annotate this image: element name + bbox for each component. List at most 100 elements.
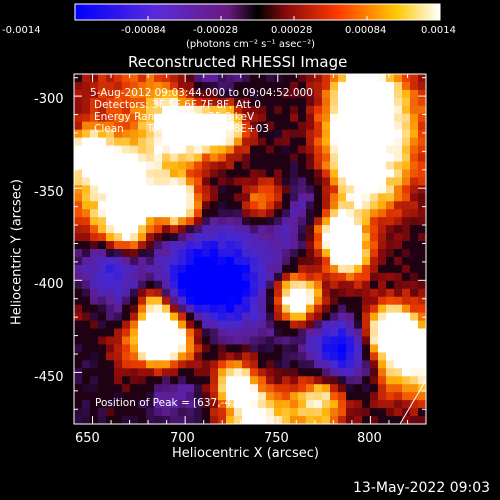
heatmap-cell	[194, 416, 203, 424]
heatmap-cell	[394, 209, 403, 218]
heatmap-cell	[194, 177, 203, 186]
heatmap-cell	[242, 384, 251, 393]
heatmap-cell	[194, 368, 203, 377]
heatmap-cell	[394, 169, 403, 179]
heatmap-cell	[162, 384, 171, 393]
heatmap-cell	[122, 177, 131, 186]
heatmap-cell	[394, 264, 403, 274]
heatmap-cell	[154, 81, 163, 91]
heatmap-cell	[234, 121, 243, 131]
heatmap-cell	[74, 288, 83, 298]
heatmap-cell	[298, 145, 307, 155]
heatmap-cell	[314, 185, 323, 194]
heatmap-cell	[322, 384, 331, 393]
heatmap-cell	[130, 392, 139, 401]
heatmap-cell	[186, 264, 195, 274]
heatmap-cell	[162, 376, 171, 385]
heatmap-cell	[114, 384, 123, 393]
heatmap-cell	[346, 256, 355, 266]
heatmap-cell	[194, 105, 203, 115]
heatmap-cell	[98, 384, 107, 393]
heatmap-cell	[330, 153, 339, 163]
heatmap-cell	[258, 256, 267, 266]
heatmap-cell	[154, 241, 163, 250]
heatmap-cell	[298, 89, 307, 99]
heatmap-cell	[386, 400, 395, 409]
heatmap-cell	[242, 105, 251, 115]
heatmap-cell	[378, 376, 387, 385]
heatmap-cell	[162, 280, 171, 290]
heatmap-cell	[402, 169, 411, 179]
heatmap-cell	[362, 392, 371, 401]
heatmap-cell	[154, 217, 163, 226]
heatmap-cell	[130, 384, 139, 393]
heatmap-cell	[122, 416, 131, 424]
heatmap-cell	[418, 201, 426, 210]
heatmap-cell	[362, 280, 371, 290]
heatmap-cell	[402, 336, 411, 346]
heatmap-cell	[378, 89, 387, 99]
heatmap-cell	[162, 145, 171, 155]
heatmap-cell	[202, 177, 211, 186]
heatmap-cell	[210, 408, 219, 417]
heatmap-cell	[306, 121, 315, 131]
heatmap-cell	[274, 408, 283, 417]
heatmap-cell	[354, 129, 363, 139]
heatmap-cell	[290, 352, 299, 361]
heatmap-cell	[162, 161, 171, 171]
heatmap-cell	[170, 89, 179, 99]
heatmap-cell	[154, 129, 163, 139]
heatmap-cell	[386, 296, 395, 306]
heatmap-cell	[186, 280, 195, 290]
heatmap-cell	[138, 105, 147, 115]
heatmap-cell	[250, 304, 259, 314]
heatmap-cell	[250, 169, 259, 179]
heatmap-cell	[378, 296, 387, 306]
heatmap-cell	[138, 209, 147, 218]
heatmap-cell	[338, 360, 347, 369]
heatmap-cell	[202, 280, 211, 290]
heatmap-cell	[194, 169, 203, 179]
heatmap-cell	[338, 312, 347, 322]
heatmap-cell	[242, 145, 251, 155]
heatmap-cell	[74, 400, 83, 409]
heatmap-cell	[402, 89, 411, 99]
heatmap-cell	[274, 272, 283, 282]
heatmap-cell	[282, 217, 291, 226]
x-tick-label: 800	[357, 431, 382, 446]
heatmap-cell	[194, 241, 203, 250]
heatmap-cell	[210, 249, 219, 258]
heatmap-cell	[410, 161, 419, 171]
heatmap-cell	[266, 185, 275, 194]
heatmap-cell	[394, 233, 403, 242]
heatmap-cell	[178, 145, 187, 155]
heatmap-cell	[386, 225, 395, 234]
heatmap-cell	[194, 113, 203, 123]
heatmap-cell	[274, 121, 283, 131]
heatmap-cell	[322, 225, 331, 234]
heatmap-cell	[274, 392, 283, 401]
heatmap-cell	[162, 209, 171, 218]
heatmap-cell	[362, 256, 371, 266]
heatmap-cell	[122, 384, 131, 393]
heatmap-cell	[146, 145, 155, 155]
heatmap-cell	[274, 153, 283, 163]
heatmap-cell	[242, 296, 251, 306]
heatmap-cell	[346, 97, 355, 107]
heatmap-cell	[394, 384, 403, 393]
heatmap-cell	[322, 145, 331, 155]
heatmap-cell	[298, 352, 307, 361]
heatmap-cell	[418, 328, 426, 338]
heatmap-cell	[298, 249, 307, 258]
heatmap-cell	[210, 89, 219, 99]
heatmap-cell	[154, 320, 163, 330]
heatmap-cell	[98, 336, 107, 346]
heatmap-cell	[154, 408, 163, 417]
heatmap-cell	[74, 209, 83, 218]
heatmap-cell	[306, 185, 315, 194]
heatmap-cell	[250, 145, 259, 155]
heatmap-cell	[106, 113, 115, 123]
heatmap-cell	[402, 137, 411, 147]
heatmap-cell	[234, 209, 243, 218]
heatmap-cell	[114, 74, 123, 83]
